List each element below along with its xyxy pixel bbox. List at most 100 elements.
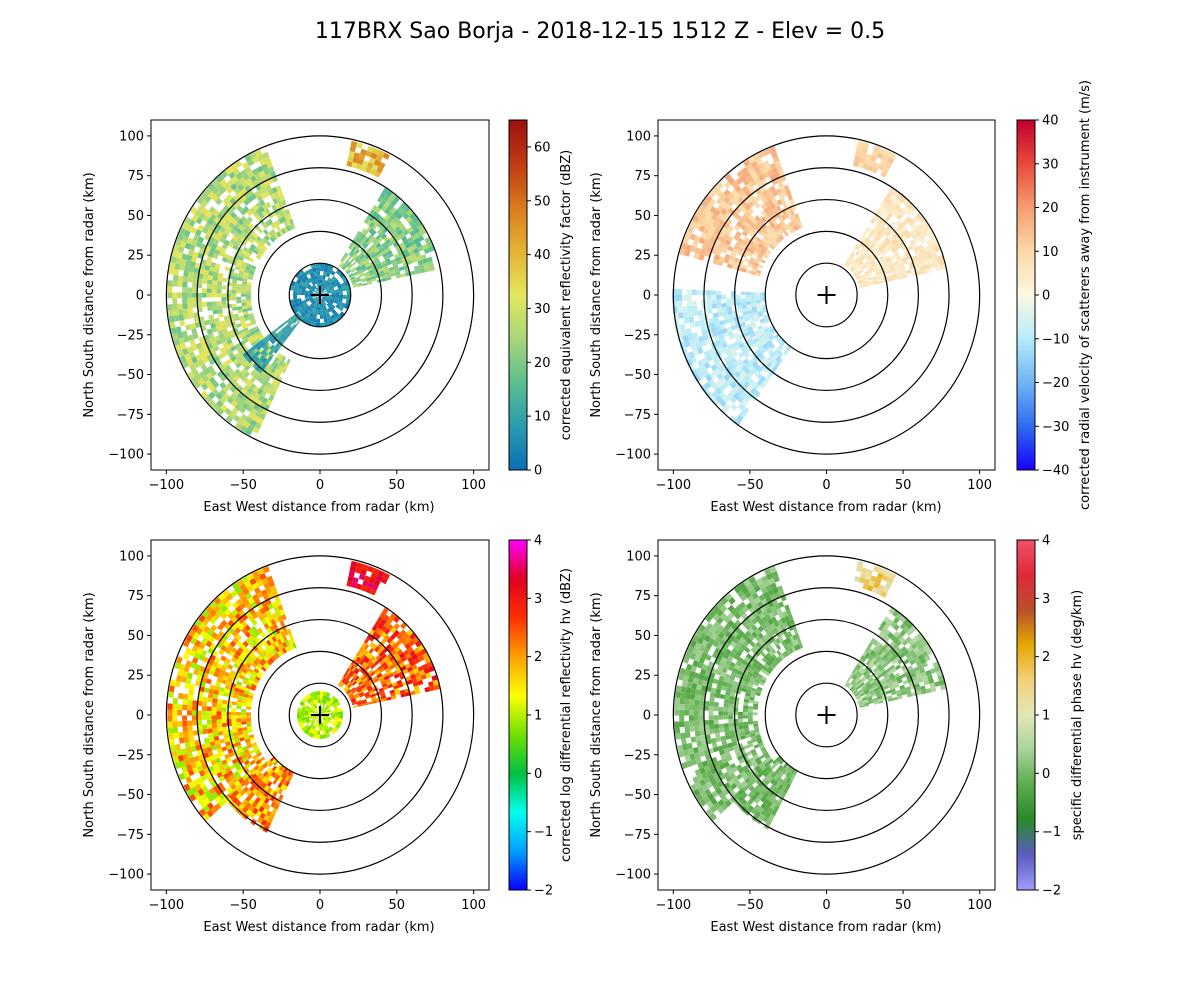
- echo-cell: [202, 711, 207, 716]
- echo-cell: [741, 298, 746, 302]
- echo-cell: [852, 248, 856, 253]
- echo-cell: [680, 692, 686, 698]
- echo-cell: [680, 733, 686, 739]
- y-tick-label: −50: [117, 788, 144, 803]
- echo-cell: [236, 712, 241, 715]
- echo-cell: [207, 715, 212, 720]
- colorbar-label-differential-reflectivity: corrected log differential reflectivity …: [559, 568, 574, 862]
- echo-cell: [711, 299, 716, 304]
- echo-cell: [241, 300, 246, 304]
- y-tick-label: −50: [624, 368, 651, 383]
- echo-cell: [697, 290, 702, 295]
- x-tick-label: 100: [967, 478, 992, 493]
- echo-cell: [236, 715, 241, 718]
- echo-cell: [222, 723, 227, 727]
- echo-cell: [212, 707, 217, 712]
- echo-cell: [212, 698, 217, 703]
- echo-region-northeast-weak: [844, 188, 946, 288]
- echo-cell: [169, 316, 175, 323]
- echo-cell: [167, 286, 172, 292]
- echo-cell: [689, 721, 694, 727]
- echo-cell: [202, 288, 207, 293]
- echo-cell: [318, 727, 320, 731]
- echo-cell: [167, 716, 172, 722]
- echo-cell: [222, 285, 227, 289]
- echo-cell: [717, 308, 723, 313]
- echo-cell: [207, 302, 212, 307]
- echo-cell: [212, 715, 217, 719]
- echo-cell: [232, 701, 237, 705]
- echo-cell: [167, 292, 172, 298]
- echo-cell: [172, 292, 177, 298]
- echo-cell: [169, 268, 175, 275]
- y-tick-label: −25: [117, 328, 144, 343]
- echo-cell: [179, 264, 185, 271]
- echo-field: [167, 561, 439, 833]
- echo-cell: [724, 703, 729, 708]
- echo-cell: [760, 295, 765, 298]
- echo-cell: [222, 278, 227, 283]
- echo-cell: [716, 295, 721, 299]
- echo-cell: [728, 711, 733, 715]
- echo-cell: [183, 314, 189, 320]
- echo-cell: [682, 306, 687, 312]
- echo-cell: [202, 706, 207, 711]
- echo-cell: [246, 715, 251, 718]
- echo-cell: [167, 721, 172, 727]
- echo-cell: [216, 711, 221, 715]
- echo-region-west-arc: [167, 149, 295, 435]
- ylabel-reflectivity: North South distance from radar (km): [82, 172, 97, 417]
- echo-cell: [187, 293, 192, 298]
- y-tick-label: −100: [615, 448, 651, 463]
- y-tick-label: 25: [127, 669, 144, 684]
- echo-cell: [699, 705, 704, 710]
- echo-cell: [212, 289, 217, 293]
- y-tick-label: 0: [136, 289, 144, 304]
- echo-cell: [322, 704, 325, 708]
- colorbar-tick-label: 30: [534, 302, 551, 317]
- echo-cell: [738, 715, 743, 719]
- echo-cell: [679, 716, 684, 722]
- echo-cell: [717, 303, 722, 308]
- echo-cell: [231, 290, 236, 294]
- echo-cell: [241, 287, 246, 290]
- plot-area: [166, 136, 473, 454]
- echo-cell: [713, 313, 719, 318]
- x-tick-label: 0: [316, 478, 324, 493]
- echo-cell: [680, 698, 685, 704]
- x-tick-label: −50: [736, 478, 763, 493]
- echo-region-west-arc: [167, 566, 296, 821]
- echo-cell: [316, 271, 320, 275]
- echo-cell: [207, 280, 212, 285]
- echo-cell: [695, 689, 701, 695]
- echo-cell: [695, 731, 701, 737]
- echo-cell: [686, 687, 692, 693]
- echo-cell: [736, 302, 741, 306]
- echo-region-northeast-cell: [339, 188, 435, 288]
- echo-cell: [709, 697, 714, 702]
- echo-cell: [169, 685, 175, 692]
- colorbar-tick-label: 0: [534, 464, 542, 479]
- echo-cell: [168, 727, 173, 733]
- colorbar: [1017, 120, 1035, 470]
- echo-cell: [207, 724, 212, 729]
- echo-cell: [204, 687, 210, 693]
- echo-cell: [753, 712, 758, 715]
- echo-cell: [711, 687, 717, 693]
- echo-cell: [207, 706, 212, 711]
- echo-cell: [748, 709, 753, 712]
- xlabel-velocity: East West distance from radar (km): [710, 500, 941, 515]
- echo-cell: [177, 704, 182, 710]
- echo-cell: [217, 289, 222, 293]
- echo-cell: [207, 284, 212, 289]
- echo-cell: [219, 739, 225, 744]
- echo-cell: [236, 290, 241, 293]
- echo-cell: [183, 694, 189, 700]
- echo-cell: [707, 309, 713, 314]
- echo-cell: [691, 737, 697, 743]
- echo-cell: [192, 710, 197, 715]
- x-tick-label: −50: [229, 898, 256, 913]
- echo-cell: [728, 704, 733, 708]
- echo-cell: [212, 724, 217, 729]
- echo-cell: [246, 718, 251, 721]
